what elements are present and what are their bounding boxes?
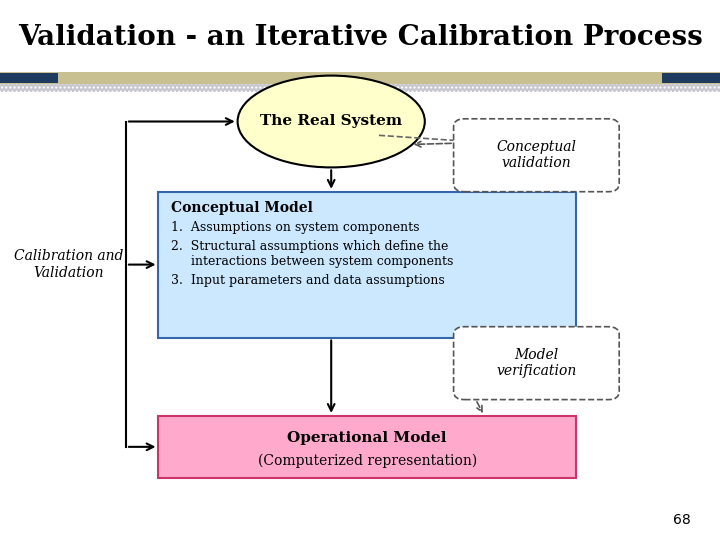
Text: 3.  Input parameters and data assumptions: 3. Input parameters and data assumptions — [171, 274, 445, 287]
Bar — [0, 73, 58, 83]
Text: 1.  Assumptions on system components: 1. Assumptions on system components — [171, 221, 420, 234]
Text: The Real System: The Real System — [260, 114, 402, 129]
Text: 2.  Structural assumptions which define the: 2. Structural assumptions which define t… — [171, 240, 449, 253]
FancyBboxPatch shape — [158, 416, 576, 478]
Text: (Computerized representation): (Computerized representation) — [258, 453, 477, 468]
Text: Model
verification: Model verification — [496, 348, 577, 378]
Bar — [0, 84, 720, 92]
Text: Conceptual Model: Conceptual Model — [171, 201, 313, 215]
Text: Calibration and
Validation: Calibration and Validation — [14, 249, 123, 280]
Bar — [662, 73, 720, 83]
Bar — [0, 84, 720, 92]
Ellipse shape — [238, 76, 425, 167]
Text: Operational Model: Operational Model — [287, 430, 447, 444]
FancyBboxPatch shape — [454, 119, 619, 192]
Text: interactions between system components: interactions between system components — [171, 255, 454, 268]
Text: Validation - an Iterative Calibration Process: Validation - an Iterative Calibration Pr… — [17, 24, 703, 51]
Text: 68: 68 — [673, 512, 691, 526]
FancyBboxPatch shape — [158, 192, 576, 338]
FancyBboxPatch shape — [454, 327, 619, 400]
Text: Conceptual
validation: Conceptual validation — [496, 140, 577, 170]
Bar — [0, 72, 720, 84]
